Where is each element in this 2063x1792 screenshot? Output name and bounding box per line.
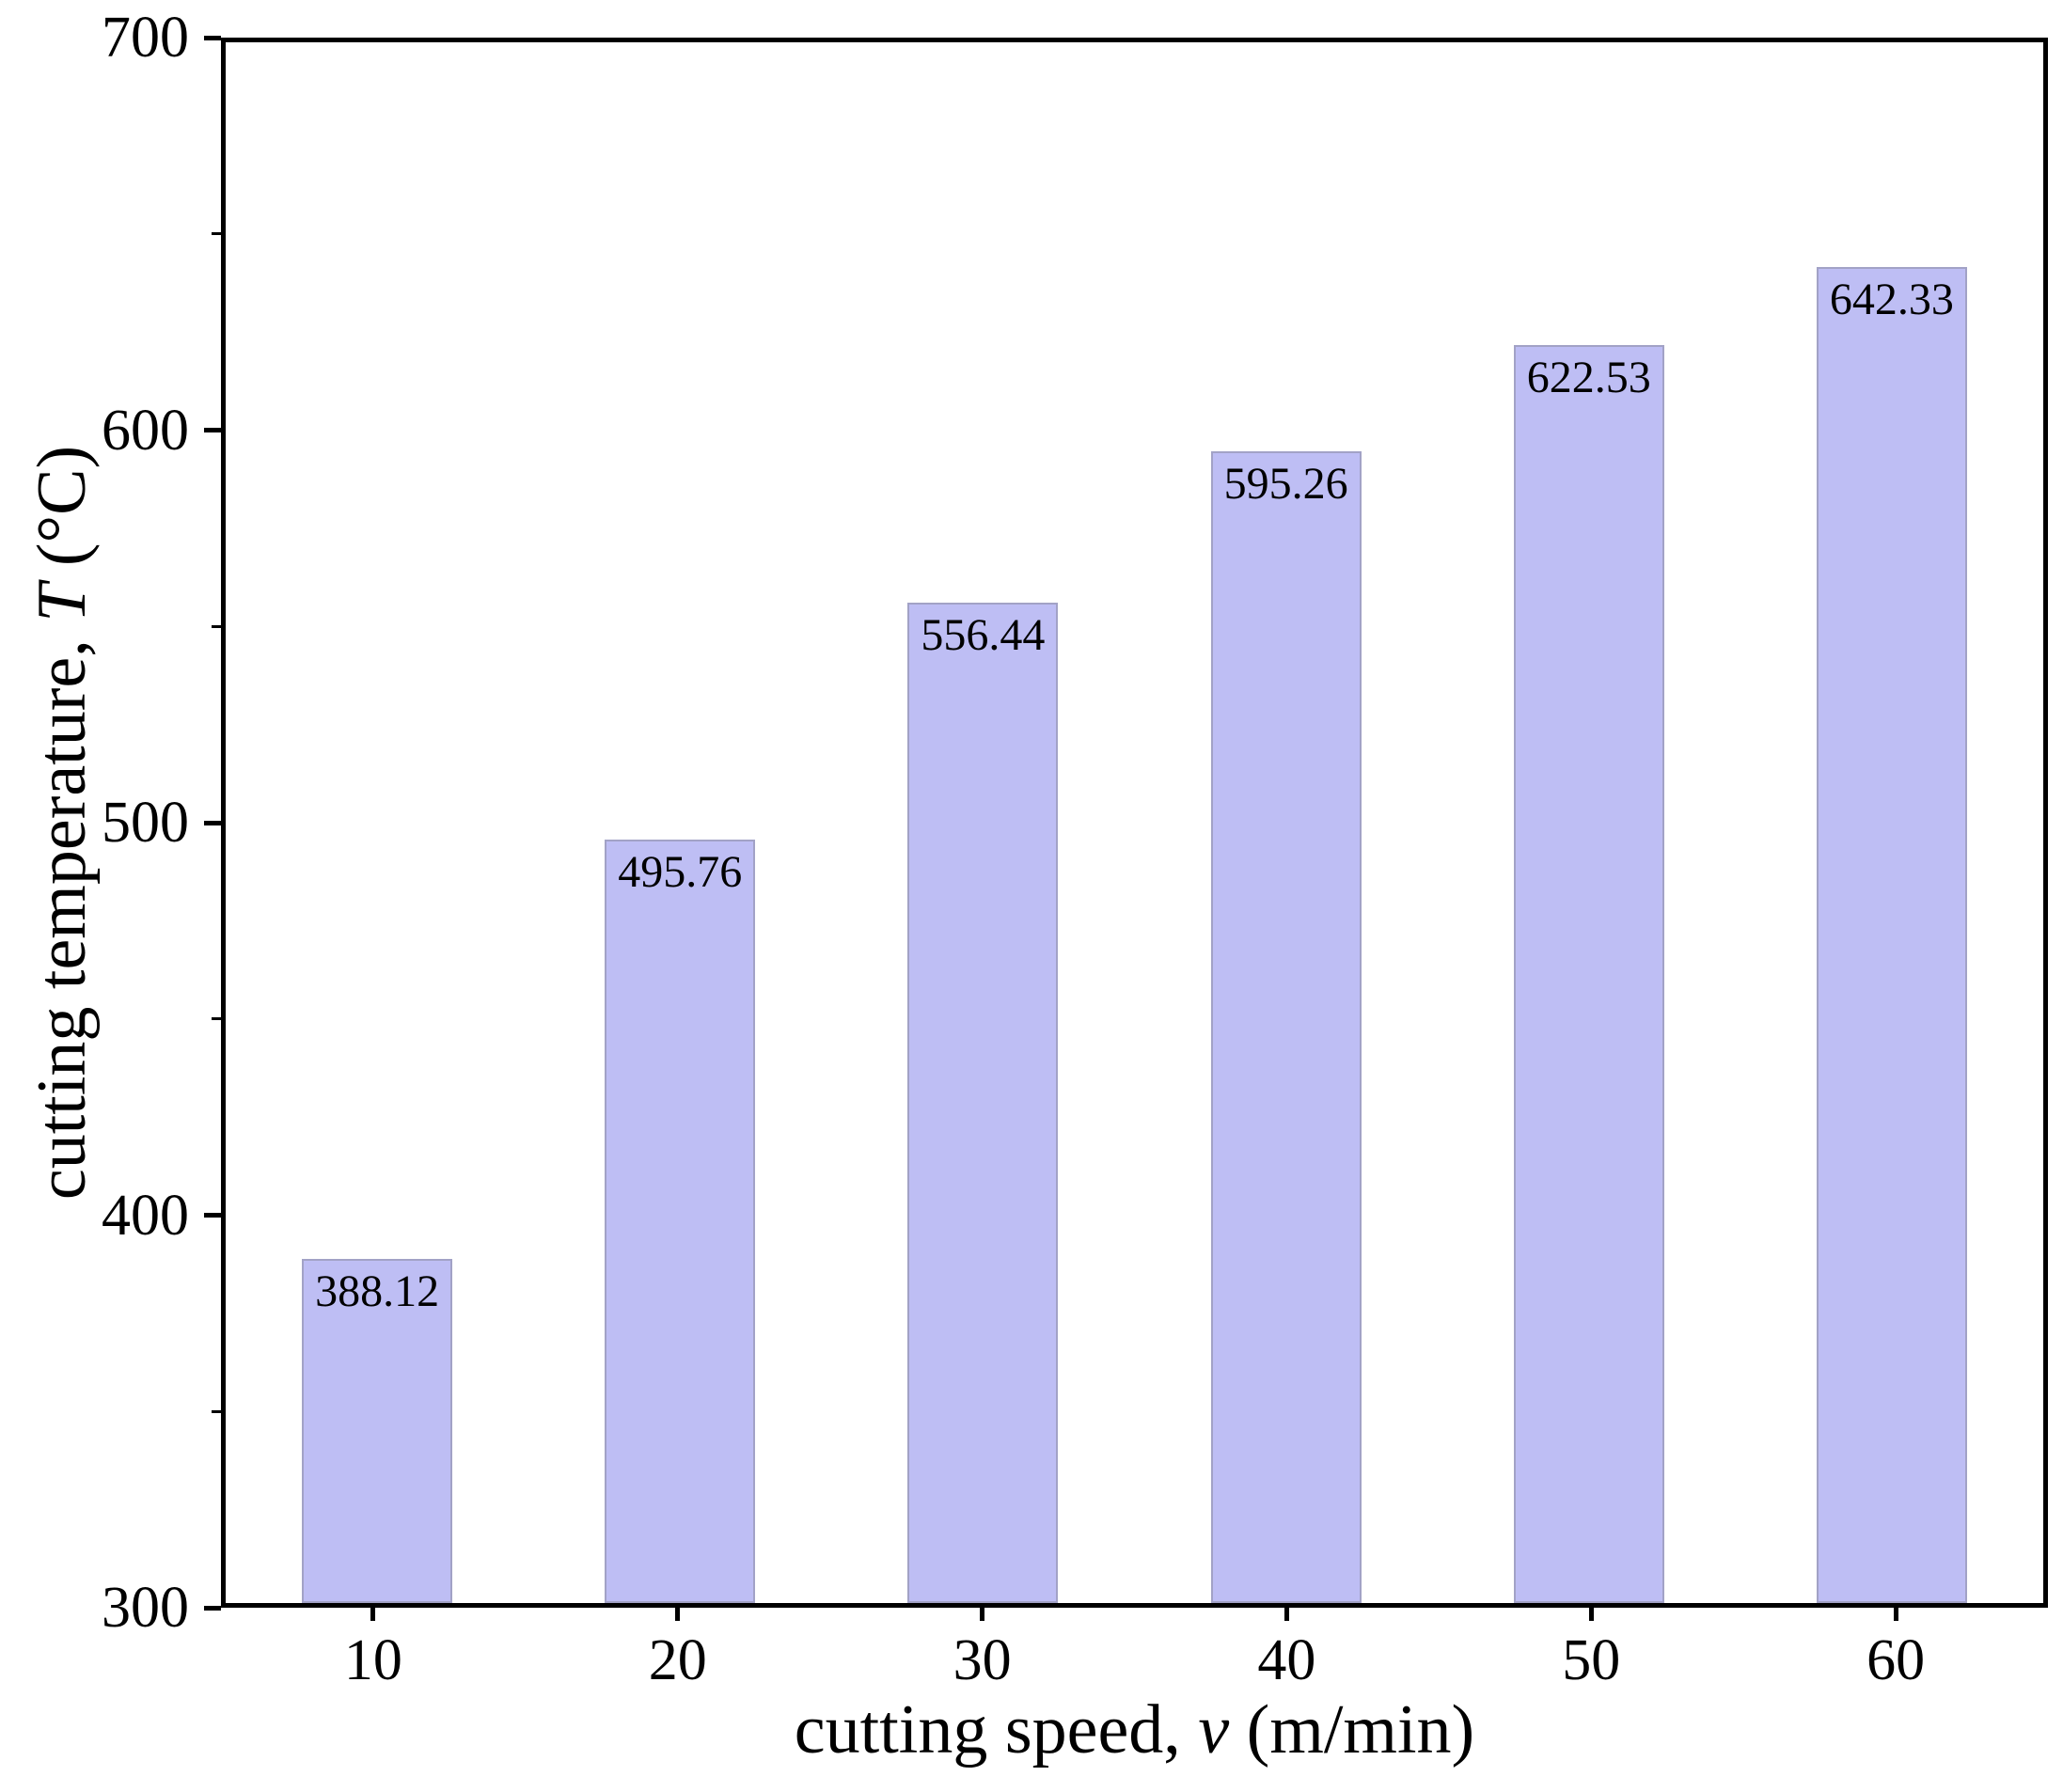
x-axis-major-tick (370, 1608, 376, 1621)
y-axis-tick-label: 500 (102, 791, 189, 855)
y-axis-title-variable: T (24, 583, 101, 622)
x-axis-title-suffix: (m/min) (1229, 1691, 1475, 1768)
x-axis-title-prefix: cutting speed, (794, 1691, 1199, 1768)
bar-value-label: 388.12 (315, 1266, 440, 1317)
bar-value-label: 595.26 (1223, 458, 1348, 509)
y-axis-minor-tick (212, 624, 221, 628)
x-axis-major-tick (1283, 1608, 1289, 1621)
bar-value-label: 642.33 (1829, 275, 1954, 325)
y-axis-tick-label: 600 (102, 398, 189, 463)
y-axis-major-tick (204, 1605, 221, 1611)
bar: 595.26 (1210, 450, 1362, 1603)
y-axis-minor-tick (212, 1017, 221, 1021)
x-axis-tick-label: 10 (343, 1628, 402, 1692)
x-axis-title: cutting speed, v (m/min) (221, 1694, 2048, 1766)
bar: 388.12 (302, 1259, 453, 1603)
y-axis-major-tick (204, 820, 221, 825)
axis-layer: cutting speed, v (m/min) 300 400 500 600 700… (102, 8, 2048, 1766)
x-axis-tick-label: 30 (953, 1628, 1012, 1692)
bar: 556.44 (907, 602, 1059, 1603)
y-axis-tick-label: 300 (102, 1576, 189, 1640)
x-axis-tick-label: 20 (648, 1628, 707, 1692)
y-axis-title-prefix: cutting temperature, (24, 621, 101, 1201)
bars-layer: 388.12 495.76 556.44 595.26 622.53 642.33 (226, 42, 2043, 1603)
x-axis-tick-label: 60 (1866, 1628, 1926, 1692)
bar-value-label: 495.76 (618, 846, 743, 897)
bar: 495.76 (605, 839, 756, 1603)
y-axis-tick-label: 400 (102, 1183, 189, 1248)
plot-area (221, 38, 2048, 1608)
x-axis-tick-label: 50 (1562, 1628, 1621, 1692)
x-axis-tick-label: 40 (1257, 1628, 1316, 1692)
bar-value-label: 622.53 (1526, 352, 1651, 402)
x-axis-major-tick (980, 1608, 985, 1621)
y-axis-title-suffix: (°C) (24, 445, 101, 584)
x-axis-major-tick (1588, 1608, 1594, 1621)
y-axis-minor-tick (212, 232, 221, 236)
y-axis-minor-tick (212, 1409, 221, 1413)
bar-value-label: 556.44 (921, 609, 1046, 660)
bar: 622.53 (1513, 344, 1664, 1603)
bar: 642.33 (1816, 267, 1967, 1603)
y-axis-tick-label: 700 (102, 6, 189, 70)
y-axis-major-tick (204, 428, 221, 432)
y-axis-major-tick (204, 1213, 221, 1218)
x-axis-major-tick (675, 1608, 681, 1621)
y-axis-title: cutting temperature, T (°C) (24, 445, 101, 1201)
x-axis-major-tick (1893, 1608, 1898, 1621)
x-axis-title-variable: v (1198, 1691, 1230, 1768)
y-axis-major-tick (204, 35, 221, 40)
